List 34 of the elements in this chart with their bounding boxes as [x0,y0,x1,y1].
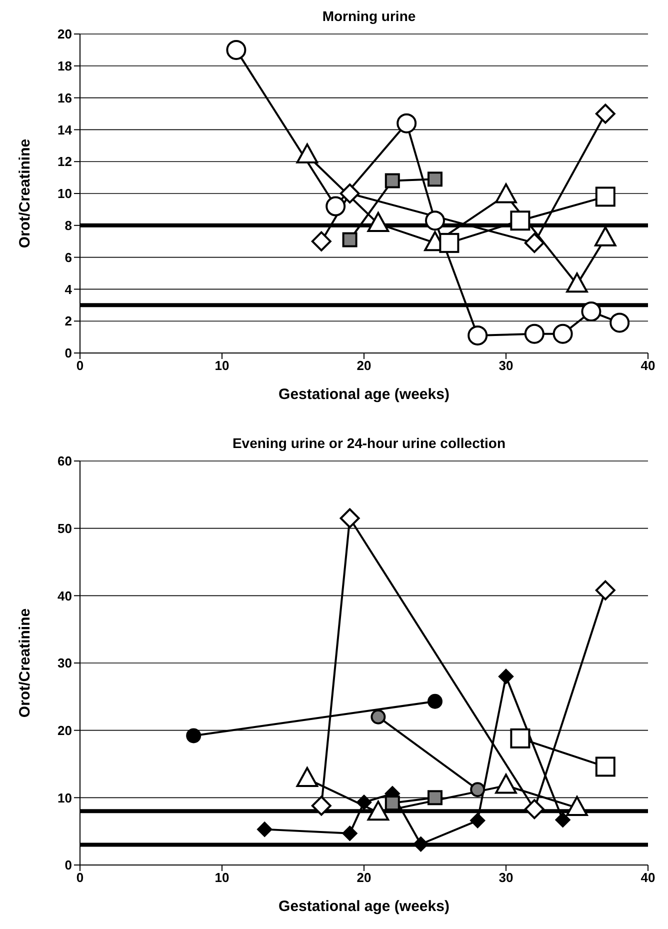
chart-title: Morning urine [321,8,417,24]
x-tick-label: 0 [76,870,84,886]
y-tick-label: 14 [58,122,73,138]
y-tick-label: 60 [58,454,72,469]
x-tick-label: 20 [356,358,372,374]
y-tick-label: 10 [58,790,72,806]
y-tick-label: 0 [64,346,72,361]
y-axis-title: Orot/Creatinine [16,138,34,248]
x-tick-label: 40 [640,870,656,886]
y-tick-label: 20 [58,26,72,42]
y-axis-title: Orot/Creatinine [16,608,34,718]
x-axis-title: Gestational age (weeks) [278,898,450,915]
x-tick-label: 30 [498,358,514,374]
y-tick-label: 20 [58,722,72,738]
x-tick-label: 10 [214,870,230,886]
y-tick-label: 8 [64,218,72,234]
y-tick-label: 10 [58,186,72,202]
y-tick-label: 30 [58,656,72,671]
y-tick-label: 6 [64,250,72,265]
x-tick-label: 30 [498,870,514,886]
y-tick-label: 0 [64,858,72,873]
x-tick-label: 0 [76,358,84,374]
chart-title: Evening urine or 24-hour urine collection [231,435,507,451]
x-tick-label: 20 [356,870,372,886]
y-tick-label: 50 [58,520,72,536]
y-tick-label: 16 [58,90,72,106]
x-tick-label: 40 [640,358,656,374]
y-tick-label: 18 [58,58,72,74]
y-tick-label: 4 [64,282,73,297]
y-tick-label: 40 [58,588,72,604]
x-axis-title: Gestational age (weeks) [278,386,450,403]
y-tick-label: 2 [64,314,72,329]
x-tick-label: 10 [214,358,230,374]
y-tick-label: 12 [58,154,72,170]
